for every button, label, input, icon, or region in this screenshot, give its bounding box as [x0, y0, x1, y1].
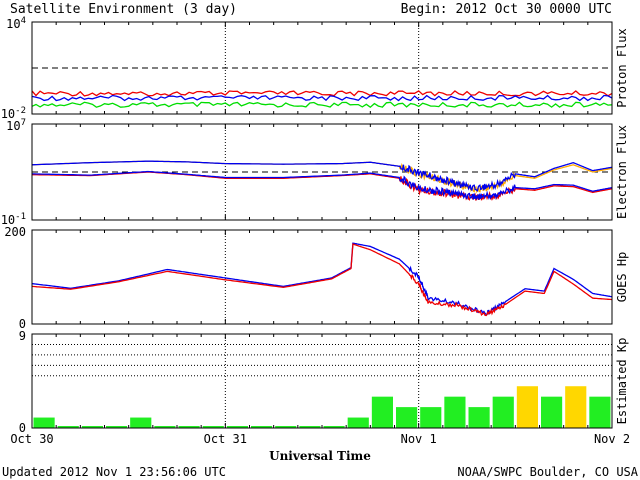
series-line-red	[31, 90, 613, 97]
kp-bar	[420, 407, 442, 428]
y-tick-label: 200	[4, 225, 26, 239]
kp-bar	[565, 386, 587, 428]
kp-bar	[299, 426, 321, 428]
panel-proton: 104 10-2 Proton Flux	[1, 16, 629, 121]
panel-kp: 9 0 Estimated Kp	[19, 329, 629, 435]
kp-bar	[589, 396, 611, 428]
y-axis-label: GOES Hp	[615, 252, 629, 303]
kp-bar	[347, 417, 369, 428]
y-tick-label: 104	[6, 16, 26, 31]
kp-bar	[541, 396, 563, 428]
y-tick-label: 10-1	[1, 212, 26, 227]
kp-bar	[130, 417, 152, 428]
chart-title: Satellite Environment (3 day)	[10, 2, 237, 17]
x-tick-label: Oct 31	[204, 432, 247, 446]
kp-bar	[202, 426, 224, 428]
kp-bar	[154, 426, 176, 428]
panel-goes_hp: 200 0 GOES Hp	[4, 225, 629, 331]
x-tick-label: Nov 1	[401, 432, 437, 446]
kp-bar	[33, 417, 55, 428]
series-line-blue	[32, 170, 613, 201]
panels-group: 104 10-2 Proton Flux 107 10-1 Electron Flux 20…	[1, 16, 629, 435]
kp-bar	[516, 386, 538, 428]
kp-bar	[226, 426, 248, 428]
credit-label: NOAA/SWPC Boulder, CO USA	[457, 465, 638, 479]
series-line-blue	[31, 160, 613, 192]
kp-bar	[275, 426, 297, 428]
kp-bar	[323, 426, 345, 428]
series-line-blue	[31, 242, 613, 316]
kp-bar	[178, 426, 200, 428]
kp-bar	[444, 396, 466, 428]
kp-bar	[251, 426, 273, 428]
y-tick-label: 0	[19, 317, 26, 331]
x-tick-label: Nov 2	[594, 432, 630, 446]
y-tick-label: 10-2	[1, 106, 26, 121]
x-axis-title: Universal Time	[269, 449, 371, 463]
series-line-blue	[31, 94, 613, 102]
x-tick-label: Oct 30	[10, 432, 53, 446]
kp-bar	[396, 407, 418, 428]
y-tick-label: 9	[19, 329, 26, 343]
y-tick-label: 107	[6, 118, 26, 133]
y-axis-label: Proton Flux	[615, 28, 629, 107]
y-tick-label: 0	[19, 421, 26, 435]
begin-timestamp: Begin: 2012 Oct 30 0000 UTC	[401, 2, 612, 17]
panel-electron: 107 10-1 Electron Flux	[1, 118, 629, 227]
y-axis-label: Estimated Kp	[615, 338, 629, 425]
updated-timestamp: Updated 2012 Nov 1 23:56:06 UTC	[2, 465, 226, 479]
kp-bar	[106, 426, 128, 428]
panel-frame	[31, 229, 613, 325]
y-axis-label: Electron Flux	[615, 125, 629, 219]
kp-bar	[371, 396, 393, 428]
series-line-red	[31, 243, 613, 317]
series-line-green	[31, 101, 613, 109]
kp-bar	[468, 407, 490, 428]
kp-bar	[492, 396, 514, 428]
kp-bar	[81, 426, 103, 428]
x-axis: Oct 30 Oct 31 Nov 1 Nov 2	[10, 432, 630, 446]
kp-bar	[57, 426, 79, 428]
